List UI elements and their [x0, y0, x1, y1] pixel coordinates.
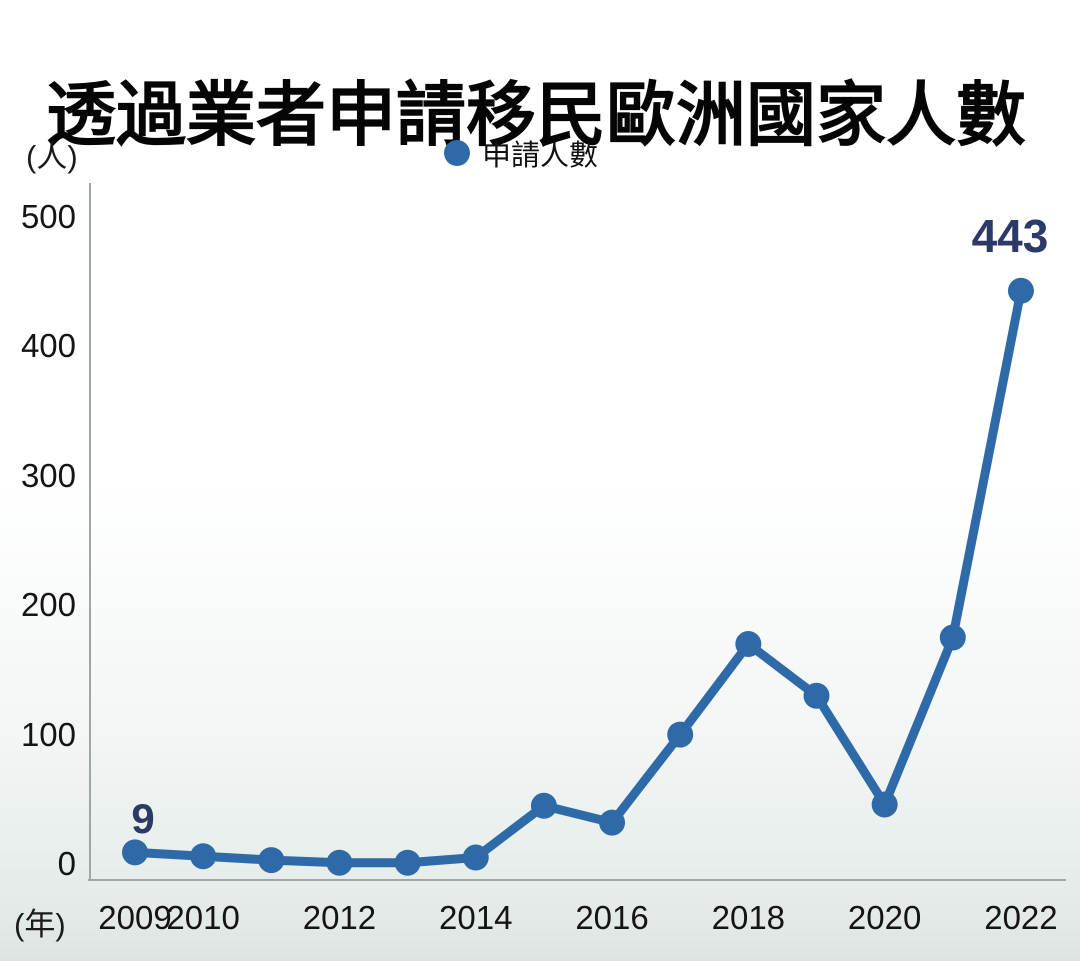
x-tick-label-2016: 2016: [575, 899, 649, 936]
y-tick-label-0: 0: [57, 845, 76, 882]
chart-legend: 申請人數: [444, 132, 598, 174]
data-point-2017: [667, 721, 694, 748]
data-point-2021: [939, 624, 966, 651]
y-tick-label-200: 200: [20, 586, 76, 624]
data-point-2014: [462, 844, 489, 871]
x-tick-label-2022: 2022: [984, 899, 1058, 936]
data-point-2011: [258, 847, 285, 874]
y-tick-label-300: 300: [20, 456, 76, 494]
data-point-2020: [871, 791, 898, 818]
data-point-2022: [1007, 277, 1034, 304]
data-point-2009: [122, 839, 148, 866]
data-point-2019: [803, 682, 830, 709]
x-tick-label-2020: 2020: [847, 899, 922, 936]
y-tick-label-100: 100: [20, 715, 76, 753]
data-point-2015: [530, 792, 557, 819]
x-tick-label-2018: 2018: [711, 899, 786, 936]
x-tick-label-2010: 2010: [166, 899, 240, 936]
x-tick-label-2009: 2009: [98, 899, 172, 936]
x-tick-label-2012: 2012: [302, 899, 377, 936]
y-axis-unit-label: (人): [26, 139, 78, 174]
data-label-2022: 443: [971, 209, 1049, 262]
legend-marker-icon: [444, 140, 470, 166]
series-line: [130, 286, 1026, 868]
x-axis-unit-label: (年): [14, 907, 66, 942]
data-point-2010: [190, 843, 217, 870]
data-point-2018: [735, 631, 762, 658]
legend-series-label: 申請人數: [482, 140, 599, 172]
data-point-2012: [326, 849, 353, 876]
y-tick-label-500: 500: [20, 198, 76, 235]
data-point-2013: [394, 849, 421, 876]
x-tick-label-2014: 2014: [439, 899, 513, 936]
y-tick-label-400: 400: [20, 327, 76, 365]
data-point-2016: [599, 809, 626, 836]
data-label-2009: 9: [131, 795, 155, 843]
chart-title: 透過業者申請移民歐洲國家人數: [46, 75, 1026, 154]
